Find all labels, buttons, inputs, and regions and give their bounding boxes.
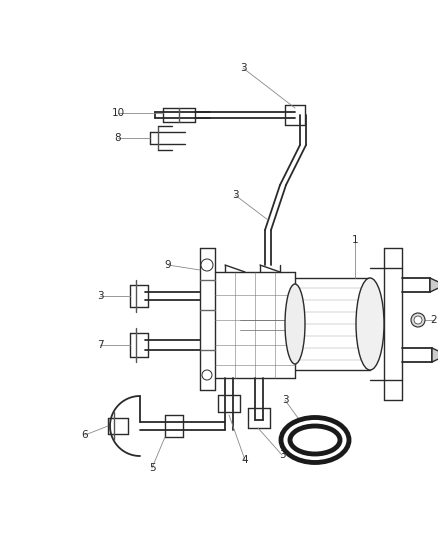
Text: 10: 10 [111,108,124,118]
Text: 3: 3 [97,291,103,301]
Circle shape [414,316,422,324]
Text: 7: 7 [97,340,103,350]
Polygon shape [432,348,438,362]
Ellipse shape [290,426,340,454]
Text: 4: 4 [242,455,248,465]
Circle shape [202,370,212,380]
Text: 5: 5 [148,463,155,473]
Text: 3: 3 [282,395,288,405]
Text: 3: 3 [279,450,285,460]
Circle shape [411,313,425,327]
Text: 3: 3 [232,190,238,200]
Text: 6: 6 [82,430,88,440]
Ellipse shape [281,417,349,463]
Text: 8: 8 [115,133,121,143]
Text: 3: 3 [240,63,246,73]
Text: 1: 1 [352,235,358,245]
Ellipse shape [285,284,305,364]
Polygon shape [430,278,438,292]
Circle shape [201,259,213,271]
Text: 9: 9 [165,260,171,270]
Ellipse shape [356,278,384,370]
Text: 2: 2 [431,315,437,325]
